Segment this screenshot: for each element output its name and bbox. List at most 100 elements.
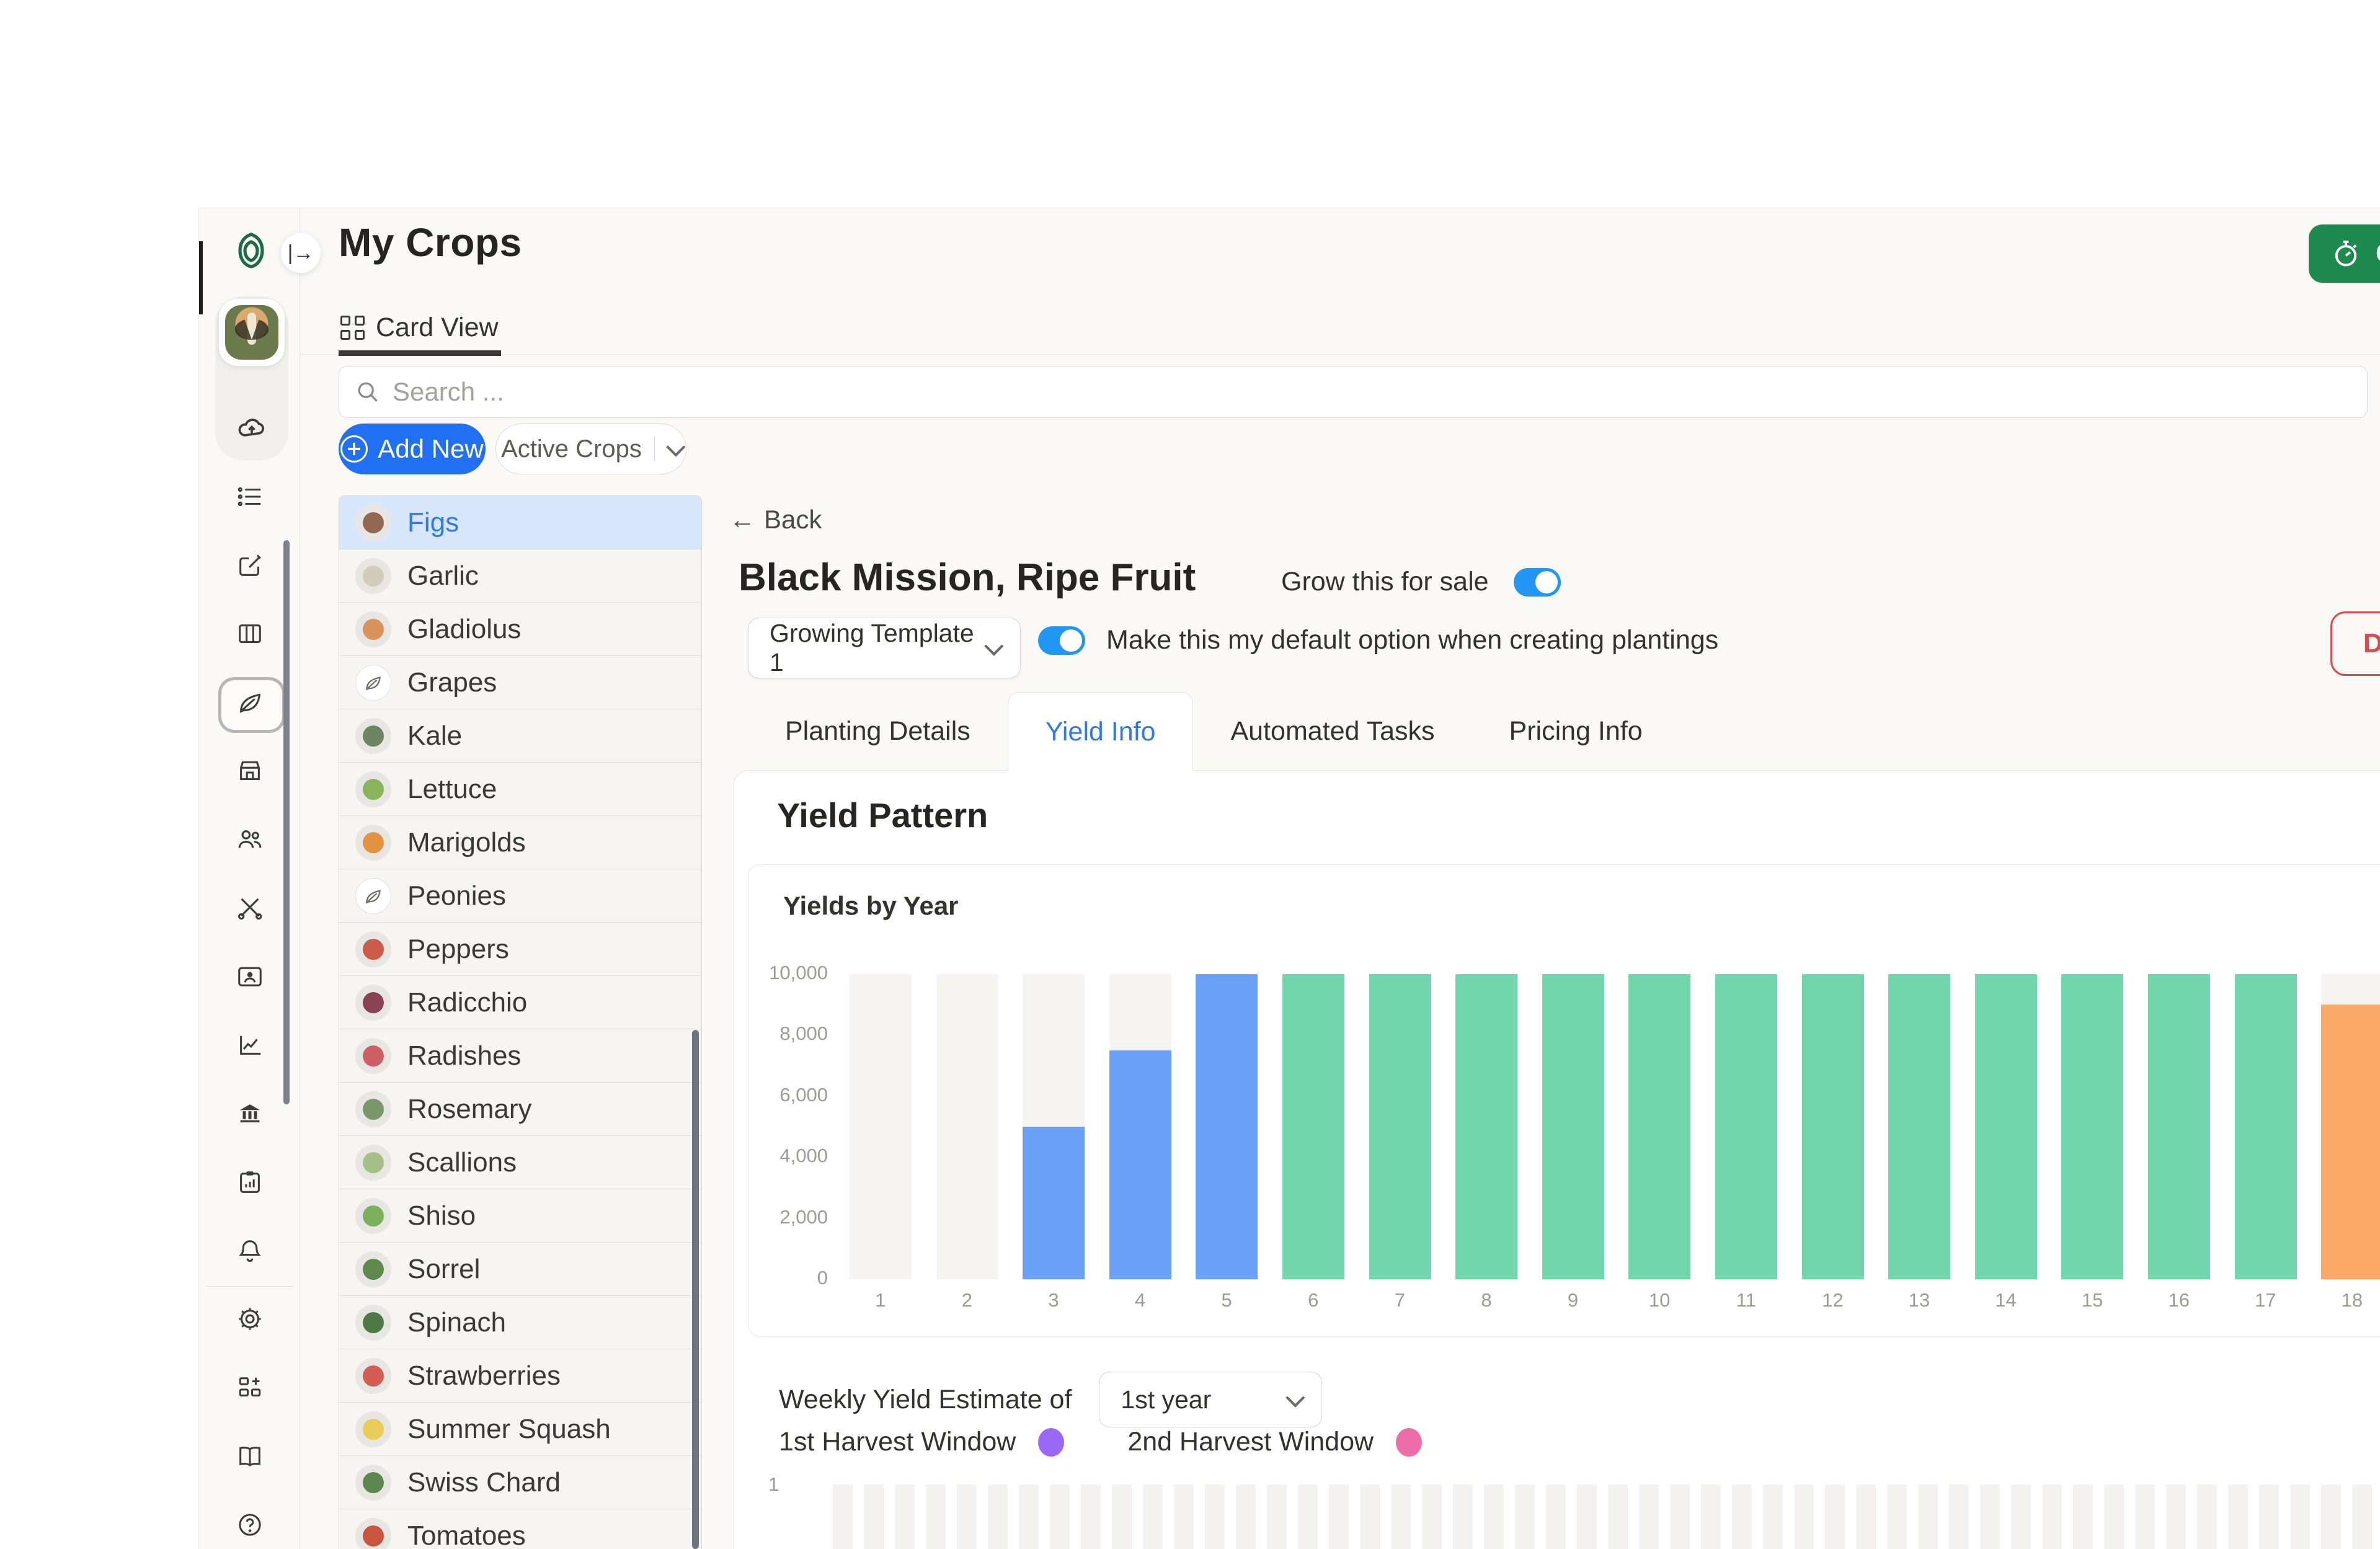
crop-photo [355, 1144, 391, 1181]
tab-yield-info[interactable]: Yield Info [1007, 692, 1194, 771]
search-bar [339, 366, 2368, 418]
year-select[interactable]: 1st year [1099, 1372, 1323, 1427]
settings-icon[interactable] [234, 1303, 265, 1334]
crop-photo [355, 1251, 391, 1287]
rail-scrollbar[interactable] [283, 540, 290, 1104]
reports-icon[interactable] [234, 1166, 265, 1197]
tab-planting-details[interactable]: Planting Details [785, 716, 970, 746]
x-axis-tick: 10 [1648, 1289, 1671, 1311]
x-axis-tick: 18 [2341, 1289, 2363, 1311]
crop-list-item-scallions[interactable]: Scallions [339, 1136, 701, 1189]
window-edge [199, 241, 203, 314]
active-tab-underline [339, 350, 501, 356]
task-list-icon[interactable] [234, 481, 265, 512]
crop-name: Spinach [407, 1307, 507, 1338]
app-window: |→ My Crops Cl Card View Add New Active … [198, 208, 2380, 1549]
crop-list-item-spinach[interactable]: Spinach [339, 1296, 701, 1349]
market-icon[interactable] [234, 755, 265, 786]
crop-list-item-marigolds[interactable]: Marigolds [339, 816, 701, 869]
crop-photo [355, 1411, 391, 1447]
crop-list-item-strawberries[interactable]: Strawberries [339, 1349, 701, 1403]
plants-icon[interactable] [218, 677, 285, 733]
yield-bar-year-16 [2147, 974, 2210, 1279]
delete-button[interactable]: D [2330, 611, 2380, 676]
page-title: My Crops [339, 220, 522, 265]
crop-list-item-peonies[interactable]: Peonies [339, 869, 701, 923]
crop-filter-dropdown[interactable]: Active Crops [495, 424, 686, 474]
x-axis-tick: 11 [1736, 1289, 1756, 1311]
crop-list-item-sorrel[interactable]: Sorrel [339, 1243, 701, 1296]
tab-automated-tasks[interactable]: Automated Tasks [1230, 716, 1435, 746]
detail-tabs: Planting Details Yield Info Automated Ta… [748, 692, 1680, 771]
yield-bar-year-15 [2061, 974, 2124, 1279]
grow-for-sale-toggle[interactable] [1513, 567, 1561, 597]
yield-bar-year-13 [1888, 974, 1951, 1279]
crop-name: Summer Squash [407, 1413, 611, 1444]
crop-list-item-gladiolus[interactable]: Gladiolus [339, 603, 701, 656]
crop-list-item-rosemary[interactable]: Rosemary [339, 1083, 701, 1136]
yield-bar-year-12 [1801, 974, 1864, 1279]
crop-list-scrollbar[interactable] [692, 1030, 699, 1549]
chevron-down-icon [1285, 1388, 1305, 1408]
growing-template-select[interactable]: Growing Template 1 [748, 618, 1021, 678]
crop-list-item-grapes[interactable]: Grapes [339, 656, 701, 709]
tab-card-view[interactable]: Card View [340, 313, 499, 343]
crop-list-item-kale[interactable]: Kale [339, 709, 701, 763]
bar-slot-year-4: 4 [1097, 974, 1184, 1311]
bar-slot-year-6: 6 [1270, 974, 1357, 1311]
crop-list-item-radicchio[interactable]: Radicchio [339, 976, 701, 1029]
cloud-upload-icon[interactable] [215, 403, 288, 453]
notifications-icon[interactable] [234, 1235, 265, 1266]
crop-list-item-shiso[interactable]: Shiso [339, 1189, 701, 1243]
add-new-button[interactable]: Add New [339, 424, 486, 474]
chevron-down-icon [666, 437, 686, 457]
crop-list-item-swiss-chard[interactable]: Swiss Chard [339, 1456, 701, 1509]
clock-button[interactable]: Cl [2309, 224, 2380, 283]
x-axis-tick: 7 [1394, 1289, 1405, 1311]
bar-slot-year-7: 7 [1357, 974, 1444, 1311]
bar-slot-year-2: 2 [924, 974, 1011, 1311]
y-axis-tick: 6,000 [779, 1083, 828, 1106]
people-icon[interactable] [234, 824, 265, 855]
bank-icon[interactable] [234, 1098, 265, 1129]
back-label: Back [764, 505, 822, 534]
integrations-icon[interactable] [234, 1372, 265, 1403]
library-icon[interactable] [234, 1440, 265, 1471]
bar-slot-year-10: 10 [1616, 974, 1703, 1311]
analytics-icon[interactable] [234, 1029, 265, 1060]
default-option-toggle[interactable] [1038, 626, 1085, 655]
map-columns-icon[interactable] [234, 618, 265, 649]
crop-list-item-summer-squash[interactable]: Summer Squash [339, 1403, 701, 1456]
crop-list-item-lettuce[interactable]: Lettuce [339, 763, 701, 816]
compose-icon[interactable] [234, 550, 265, 581]
crop-list-item-garlic[interactable]: Garlic [339, 549, 701, 603]
tab-pricing-info[interactable]: Pricing Info [1509, 716, 1643, 746]
crop-photo [355, 504, 391, 541]
contacts-icon[interactable] [234, 961, 265, 992]
grow-for-sale-row: Grow this for sale [1281, 567, 1561, 597]
avatar[interactable] [219, 299, 285, 366]
bar-slot-year-3: 3 [1010, 974, 1097, 1311]
section-title: Yield Pattern [777, 796, 988, 835]
crop-name: Garlic [407, 560, 479, 591]
y-axis-tick: 2,000 [779, 1205, 828, 1228]
expand-arrow-icon: |→ [287, 241, 314, 265]
help-icon[interactable] [234, 1509, 265, 1540]
crop-name: Rosemary [407, 1093, 532, 1124]
filter-label: Active Crops [501, 435, 642, 463]
crop-list-item-tomatoes[interactable]: Tomatoes [339, 1509, 701, 1549]
grow-for-sale-label: Grow this for sale [1281, 567, 1489, 597]
expand-sidebar-button[interactable]: |→ [281, 233, 321, 273]
crop-list-item-peppers[interactable]: Peppers [339, 923, 701, 976]
crop-photo [355, 611, 391, 647]
search-input[interactable] [393, 377, 1633, 407]
filter-separator [654, 437, 655, 461]
crop-list: Figs Garlic Gladiolus Grapes Kale Lettuce Mari… [339, 495, 702, 1549]
crop-list-item-figs[interactable]: Figs [339, 496, 701, 549]
tools-icon[interactable] [234, 892, 265, 923]
crop-photo [355, 1091, 391, 1127]
app-logo[interactable] [236, 232, 266, 270]
back-button[interactable]: ← Back [729, 505, 822, 535]
x-axis-tick: 14 [1995, 1289, 2017, 1311]
crop-list-item-radishes[interactable]: Radishes [339, 1029, 701, 1083]
